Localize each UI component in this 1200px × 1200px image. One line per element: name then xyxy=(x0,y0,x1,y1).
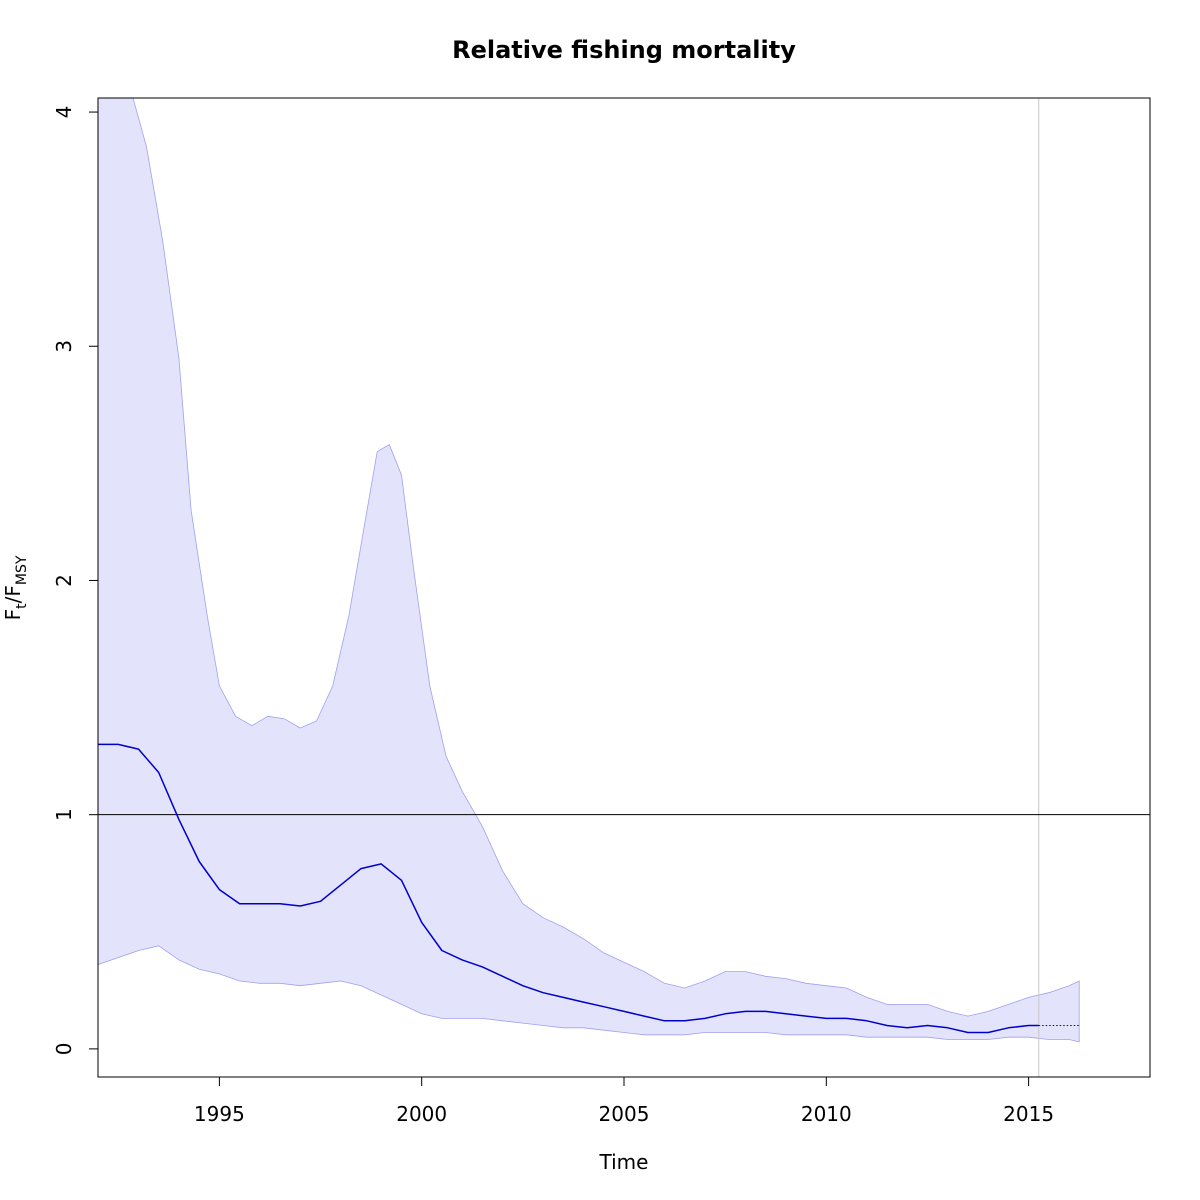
y-axis-title: Ft/FMSY xyxy=(1,555,30,620)
y-tick-label: 0 xyxy=(52,1043,76,1056)
y-axis: 0 1 2 3 4 xyxy=(52,106,99,1056)
x-tick-label: 1995 xyxy=(194,1102,245,1126)
estimate-line xyxy=(98,743,1039,1034)
x-axis-title: Time xyxy=(599,1150,649,1174)
x-tick-label: 2015 xyxy=(1003,1102,1054,1126)
x-tick-label: 2005 xyxy=(599,1102,650,1126)
y-tick-label: 3 xyxy=(52,340,76,353)
x-tick-label: 2010 xyxy=(801,1102,852,1126)
chart-title: Relative fishing mortality xyxy=(452,36,796,64)
x-axis: 1995 2000 2005 2010 2015 xyxy=(194,1076,1054,1126)
y-tick-label: 4 xyxy=(52,106,76,119)
confidence-band xyxy=(98,98,1080,1043)
y-tick-label: 1 xyxy=(52,808,76,821)
x-tick-label: 2000 xyxy=(396,1102,447,1126)
y-tick-label: 2 xyxy=(52,574,76,587)
plot-area xyxy=(98,98,1150,1077)
